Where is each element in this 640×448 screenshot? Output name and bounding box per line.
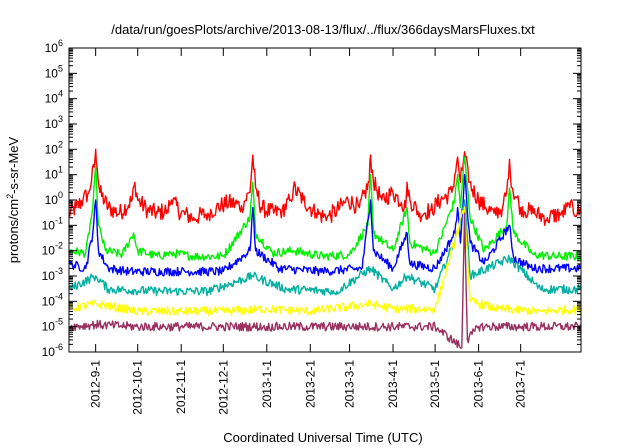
- y-tick-label: 10-3: [42, 266, 63, 283]
- y-axis: 10-6 10-5 10-4 10-3 10-2 10-1 100 101 102 103 104 1…: [42, 38, 581, 359]
- y-tick-label: 103: [45, 114, 63, 131]
- series-layer: [68, 148, 582, 349]
- series-line: [68, 148, 582, 226]
- y-tick-label: 100: [45, 190, 63, 207]
- series-line: [68, 206, 582, 317]
- x-tick-label: 2013-7-1: [514, 360, 528, 408]
- x-tick-label: 2012-10-1: [131, 360, 145, 415]
- y-axis-label-sup: 2: [5, 194, 15, 199]
- x-tick-label: 2013-3-1: [343, 360, 357, 408]
- x-tick-label: 2012-9-1: [89, 360, 103, 408]
- y-tick-label: 10-4: [42, 291, 63, 308]
- y-tick-label: 10-6: [42, 342, 63, 359]
- x-tick-label: 2013-4-1: [386, 360, 400, 408]
- x-tick-label: 2012-12-1: [216, 360, 230, 415]
- series-line: [68, 212, 582, 349]
- series-line: [68, 174, 582, 277]
- y-tick-label: 105: [45, 63, 63, 80]
- y-axis-label-prefix: protons/cm: [6, 199, 21, 263]
- y-axis-label-suffix: -s-sr-MeV: [6, 136, 21, 193]
- x-tick-label: 2013-6-1: [472, 360, 486, 408]
- x-tick-label: 2013-1-1: [260, 360, 274, 408]
- y-tick-label: 101: [45, 165, 63, 182]
- y-tick-label: 10-1: [42, 215, 63, 232]
- x-tick-label: 2012-11-1: [174, 360, 188, 414]
- y-tick-label: 10-2: [42, 241, 63, 258]
- x-tick-label: 2013-2-1: [303, 360, 317, 408]
- y-tick-label: 104: [45, 89, 63, 106]
- x-axis: 2012-9-1 2012-10-1 2012-11-1 2012-12-1 2013-…: [89, 48, 528, 415]
- y-tick-label: 10-5: [42, 317, 63, 334]
- x-tick-label: 2013-5-1: [428, 360, 442, 408]
- y-axis-label: protons/cm2-s-sr-MeV: [5, 136, 21, 263]
- series-line: [68, 156, 582, 262]
- chart-title: /data/run/goesPlots/archive/2013-08-13/f…: [111, 22, 535, 37]
- y-tick-label: 102: [45, 139, 63, 156]
- series-line: [68, 199, 582, 297]
- y-tick-label: 106: [45, 38, 63, 55]
- x-axis-label: Coordinated Universal Time (UTC): [223, 430, 422, 445]
